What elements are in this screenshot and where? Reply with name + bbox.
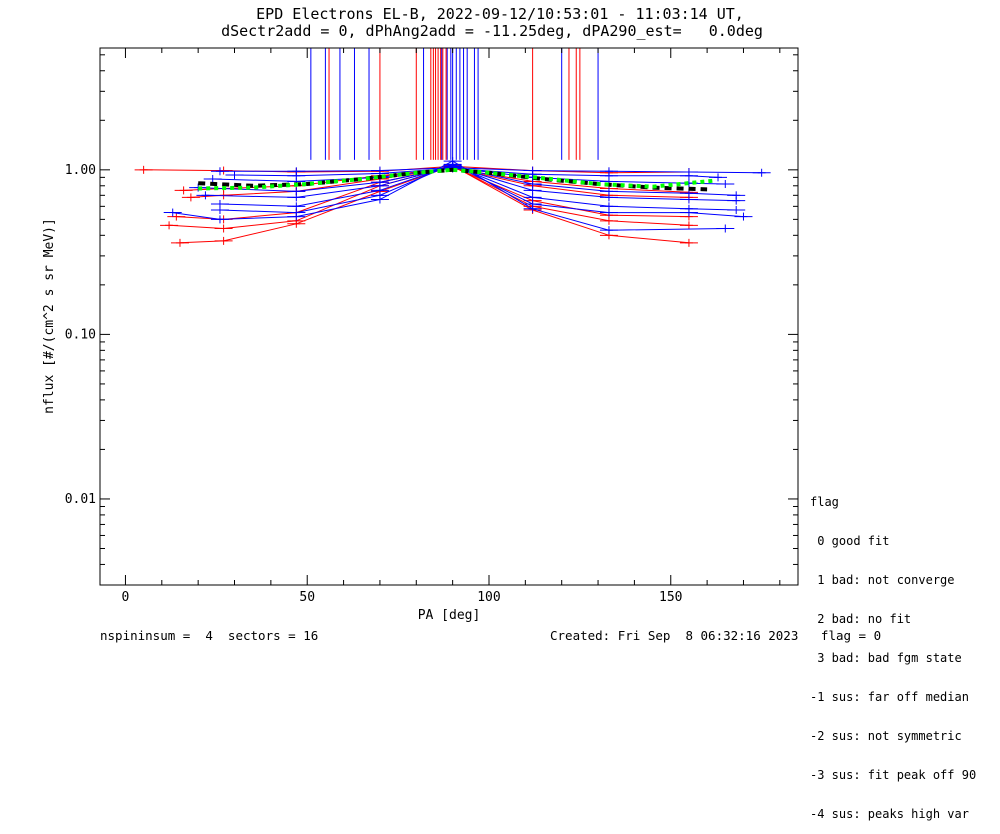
data-point	[734, 212, 753, 221]
data-point	[599, 202, 618, 211]
y-axis-label: nflux [#/(cm^2 s sr MeV)]	[42, 218, 57, 414]
x-tick-label: 0	[122, 590, 130, 605]
series-line	[179, 165, 689, 244]
fit-curve-model	[198, 167, 715, 191]
y-tick-label: 0.01	[65, 492, 96, 507]
data-point	[599, 187, 618, 196]
footer-params: nspininsum = 4 sectors = 16	[100, 628, 319, 643]
chart-subtitle: dSectr2add = 0, dPhAng2add = -11.25deg, …	[221, 22, 763, 40]
y-tick-label: 0.10	[65, 327, 96, 342]
data-point	[160, 221, 179, 230]
legend-item: 3 bad: bad fgm state	[810, 651, 962, 665]
legend-item: -3 sus: fit peak off 90	[810, 768, 977, 782]
data-point	[214, 166, 233, 175]
data-point	[214, 224, 233, 233]
flag-legend: flag 0 good fit 1 bad: not converge 2 ba…	[810, 470, 976, 834]
legend-item: 1 bad: not converge	[810, 573, 955, 587]
series-line	[220, 167, 762, 174]
data-point	[716, 224, 735, 233]
footer-created: Created: Fri Sep 8 06:32:16 2023 flag = …	[550, 628, 882, 643]
legend-title: flag	[810, 495, 839, 509]
data-point	[287, 187, 306, 196]
data-point	[203, 174, 222, 183]
series-line	[219, 164, 737, 211]
chart-title: EPD Electrons EL-B, 2022-09-12/10:53:01 …	[256, 5, 744, 23]
data-point	[170, 238, 189, 247]
series-line	[234, 167, 719, 178]
series-line	[205, 165, 737, 202]
legend-item: -1 sus: far off median	[810, 690, 969, 704]
data-point	[727, 191, 746, 200]
data-point	[599, 171, 618, 180]
data-point	[134, 165, 153, 174]
legend-item: 0 good fit	[810, 534, 890, 548]
data-point	[599, 226, 618, 235]
x-tick-label: 150	[659, 590, 682, 605]
y-tick-label: 1.00	[65, 163, 96, 178]
data-point	[210, 199, 229, 208]
data-point	[167, 212, 186, 221]
data-point	[225, 171, 244, 180]
data-point	[214, 236, 233, 245]
data-point	[163, 208, 182, 217]
data-point	[287, 171, 306, 180]
data-point	[287, 202, 306, 211]
series-line	[219, 163, 744, 218]
legend-item: -4 sus: peaks high var	[810, 807, 969, 821]
plot-frame	[99, 47, 799, 586]
data-point	[196, 191, 215, 200]
series-line	[198, 166, 737, 196]
data-point	[174, 186, 193, 195]
legend-item: 2 bad: no fit	[810, 612, 912, 626]
legend-item: -2 sus: not symmetric	[810, 729, 962, 743]
data-point	[679, 221, 698, 230]
series-line	[212, 167, 726, 185]
data-point	[709, 173, 728, 182]
data-point	[523, 193, 542, 202]
data-point	[727, 206, 746, 215]
data-point	[523, 170, 542, 179]
x-tick-label: 50	[299, 590, 315, 605]
plot-area: 0 50 100 150 0.01 0.10 1.00 PA [deg] nflux [#/…	[42, 47, 799, 623]
data-point	[716, 180, 735, 189]
data-point	[679, 204, 698, 213]
data-point	[679, 171, 698, 180]
data-point	[181, 193, 200, 202]
x-axis-label: PA [deg]	[418, 608, 481, 623]
data-point	[679, 238, 698, 247]
x-tick-label: 100	[477, 590, 500, 605]
data-point	[210, 167, 229, 176]
data-point	[210, 215, 229, 224]
data-point	[752, 168, 771, 177]
